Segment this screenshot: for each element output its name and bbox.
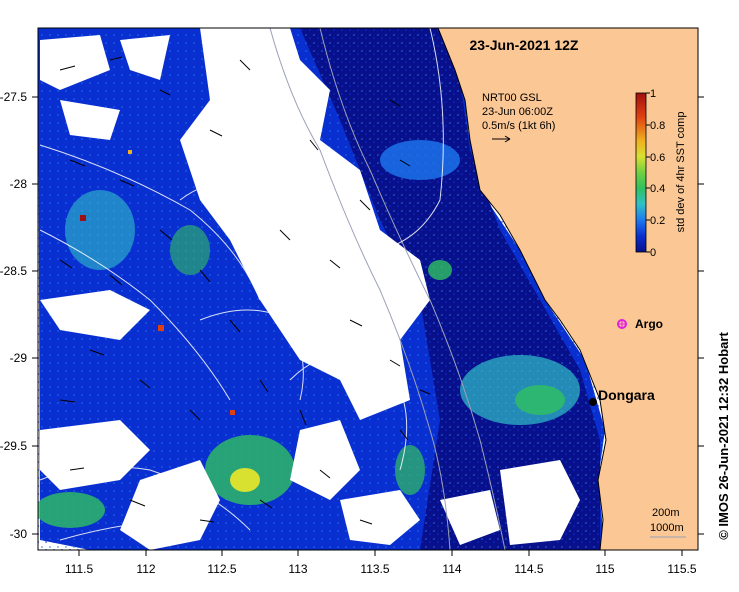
plot-frame [37, 27, 699, 551]
y-tick-label: -28 [10, 177, 28, 191]
colorbar-tick-label: 0.4 [650, 183, 665, 195]
current-legend-line2: 23-Jun 06:00Z [482, 106, 553, 118]
y-tick-label: -27.5 [0, 90, 27, 104]
x-axis-ticks [78, 550, 683, 556]
colorbar-label: std dev of 4hr SST comp [675, 112, 687, 233]
scale-arrow-icon [492, 135, 511, 143]
dongara-town-marker: Dongara [589, 387, 655, 406]
x-tick-label: 114.5 [514, 562, 543, 576]
bathymetry-contours [269, 28, 506, 550]
y-axis-labels: -27.5 -28 -28.5 -29 -29.5 -30 [0, 90, 27, 541]
y-tick-label: -29.5 [0, 439, 27, 453]
x-tick-label: 111.5 [65, 562, 94, 576]
y-tick-label: -29 [10, 351, 28, 365]
argo-float-marker: Argo [617, 317, 663, 331]
map-title: 23-Jun-2021 12Z [470, 37, 579, 53]
x-axis-labels: 111.5 112 112.5 113 113.5 114 114.5 115 … [65, 562, 697, 576]
dongara-label: Dongara [598, 387, 655, 403]
y-tick-label: -30 [10, 527, 28, 541]
current-legend: NRT00 GSL 23-Jun 06:00Z 0.5m/s (1kt 6h) [482, 92, 555, 143]
map-plot-area [38, 28, 698, 550]
current-legend-line1: NRT00 GSL [482, 92, 542, 104]
current-vectors [59, 56, 431, 525]
contour-200m-label: 200m [652, 507, 680, 519]
colorbar-tick-label: 1 [650, 88, 656, 100]
colorbar: 1 0.8 0.6 0.4 0.2 0 std dev of 4hr SST c… [635, 88, 687, 259]
x-tick-label: 114 [442, 562, 461, 576]
cloud-gaps [40, 28, 580, 550]
colorbar-ramp [635, 92, 647, 253]
colorbar-tick-label: 0.6 [650, 152, 665, 164]
x-tick-label: 115 [595, 562, 614, 576]
current-streamlines [39, 28, 444, 541]
x-tick-label: 112.5 [207, 562, 236, 576]
colorbar-tick-label: 0.8 [650, 120, 665, 132]
x-tick-label: 112 [136, 562, 155, 576]
x-tick-label: 113 [288, 562, 307, 576]
x-tick-label: 113.5 [360, 562, 389, 576]
town-dot-icon [589, 398, 597, 406]
x-tick-label: 115.5 [667, 562, 696, 576]
current-legend-line3: 0.5m/s (1kt 6h) [482, 120, 555, 132]
australia-landmass [437, 28, 698, 550]
colorbar-tick-label: 0.2 [650, 215, 665, 227]
y-tick-label: -28.5 [0, 264, 27, 278]
y-axis-ticks [32, 96, 704, 535]
depth-contour-legend: 200m 1000m [650, 507, 686, 538]
imos-credit: © IMOS 26-Jun-2021 12:32 Hobart [716, 332, 731, 540]
contour-1000m-label: 1000m [650, 522, 684, 534]
argo-label: Argo [635, 317, 663, 331]
colorbar-tick-label: 0 [650, 247, 656, 259]
